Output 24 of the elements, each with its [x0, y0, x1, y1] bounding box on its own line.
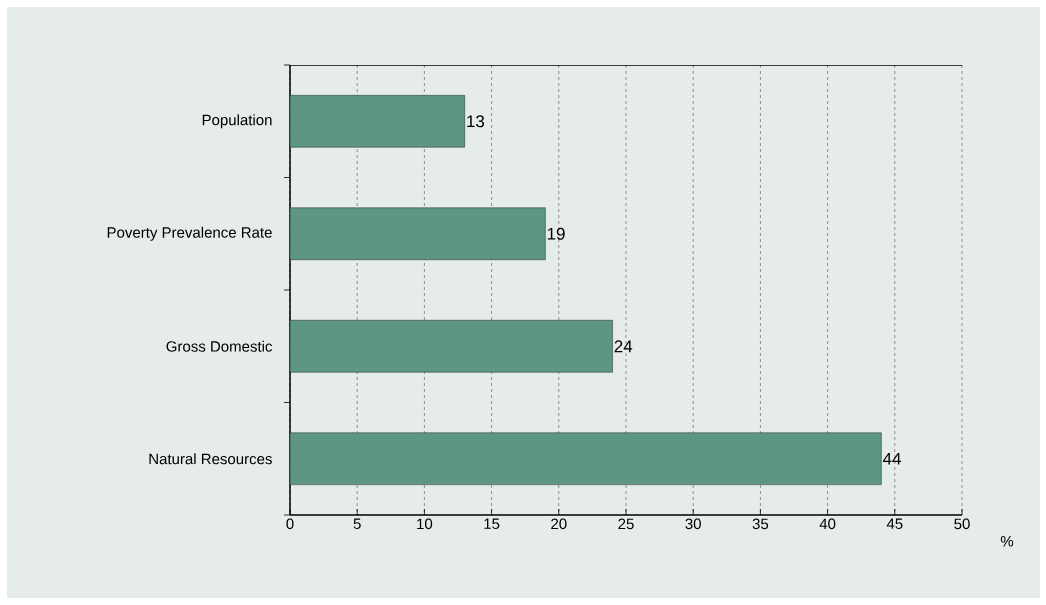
y-tick-label: Poverty Prevalence Rate	[107, 226, 272, 241]
data-label: 19	[547, 227, 565, 240]
x-tick-label: 25	[618, 518, 634, 530]
data-label: 44	[882, 452, 901, 465]
y-tick-label: Population	[202, 114, 272, 129]
data-label: 24	[614, 340, 633, 353]
bar	[290, 320, 613, 373]
data-label: 13	[467, 115, 485, 128]
bar	[290, 207, 546, 260]
bar	[290, 432, 882, 485]
x-tick-label: 40	[819, 518, 836, 530]
x-tick-label: 30	[685, 518, 701, 530]
x-tick-label: 50	[954, 518, 970, 530]
x-tick-label: 5	[353, 518, 361, 529]
x-tick-label: 20	[551, 518, 567, 530]
y-tick-label: Gross Domestic	[166, 340, 273, 352]
x-tick-label: 0	[286, 518, 294, 530]
x-tick-label: 35	[752, 518, 769, 530]
bar	[290, 95, 465, 148]
x-tick-label: 10	[417, 518, 433, 530]
x-tick-label: 15	[484, 518, 500, 529]
x-axis-title: %	[1000, 536, 1014, 547]
x-tick-label: 45	[886, 518, 903, 529]
y-tick-label: Natural Resources	[149, 453, 272, 465]
